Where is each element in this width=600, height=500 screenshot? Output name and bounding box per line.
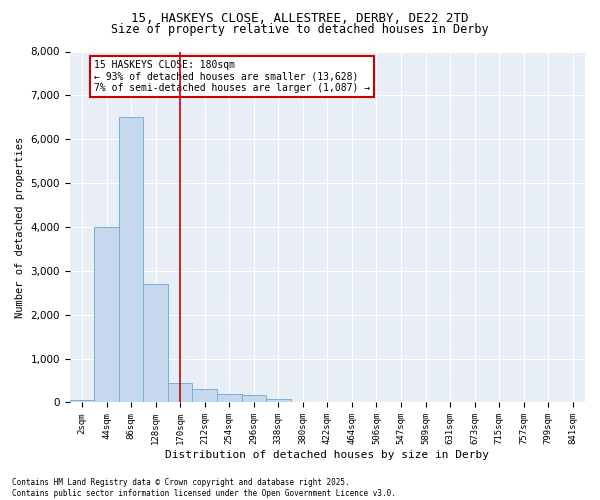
Y-axis label: Number of detached properties: Number of detached properties	[15, 136, 25, 318]
Bar	[70, 400, 94, 402]
Text: 15, HASKEYS CLOSE, ALLESTREE, DERBY, DE22 2TD: 15, HASKEYS CLOSE, ALLESTREE, DERBY, DE2…	[131, 12, 469, 26]
Bar	[143, 284, 168, 403]
Bar	[266, 399, 290, 402]
Bar	[94, 227, 119, 402]
Text: 15 HASKEYS CLOSE: 180sqm
← 93% of detached houses are smaller (13,628)
7% of sem: 15 HASKEYS CLOSE: 180sqm ← 93% of detach…	[94, 60, 370, 94]
Bar	[119, 118, 143, 403]
Bar	[217, 394, 242, 402]
X-axis label: Distribution of detached houses by size in Derby: Distribution of detached houses by size …	[166, 450, 490, 460]
Text: Size of property relative to detached houses in Derby: Size of property relative to detached ho…	[111, 22, 489, 36]
Bar	[168, 382, 193, 402]
Bar	[193, 389, 217, 402]
Text: Contains HM Land Registry data © Crown copyright and database right 2025.
Contai: Contains HM Land Registry data © Crown c…	[12, 478, 396, 498]
Bar	[242, 396, 266, 402]
